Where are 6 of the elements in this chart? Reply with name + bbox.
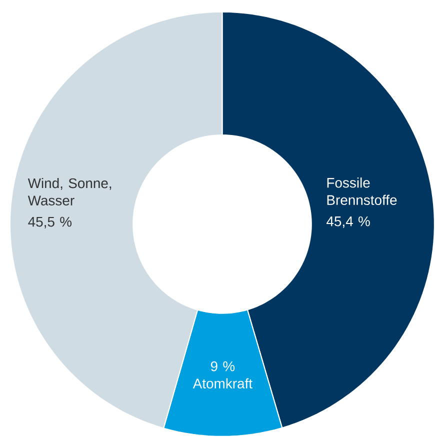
slice-label: Wind, Sonne, Wasser — [28, 178, 112, 206]
data-label: 45,4 % — [326, 216, 370, 228]
data-label: 9 % — [210, 361, 235, 372]
slice-label: Fossile Brennstoffe — [327, 177, 397, 206]
data-label: 45,5 % — [28, 216, 72, 228]
slice-label: Atomkraft — [192, 378, 252, 388]
